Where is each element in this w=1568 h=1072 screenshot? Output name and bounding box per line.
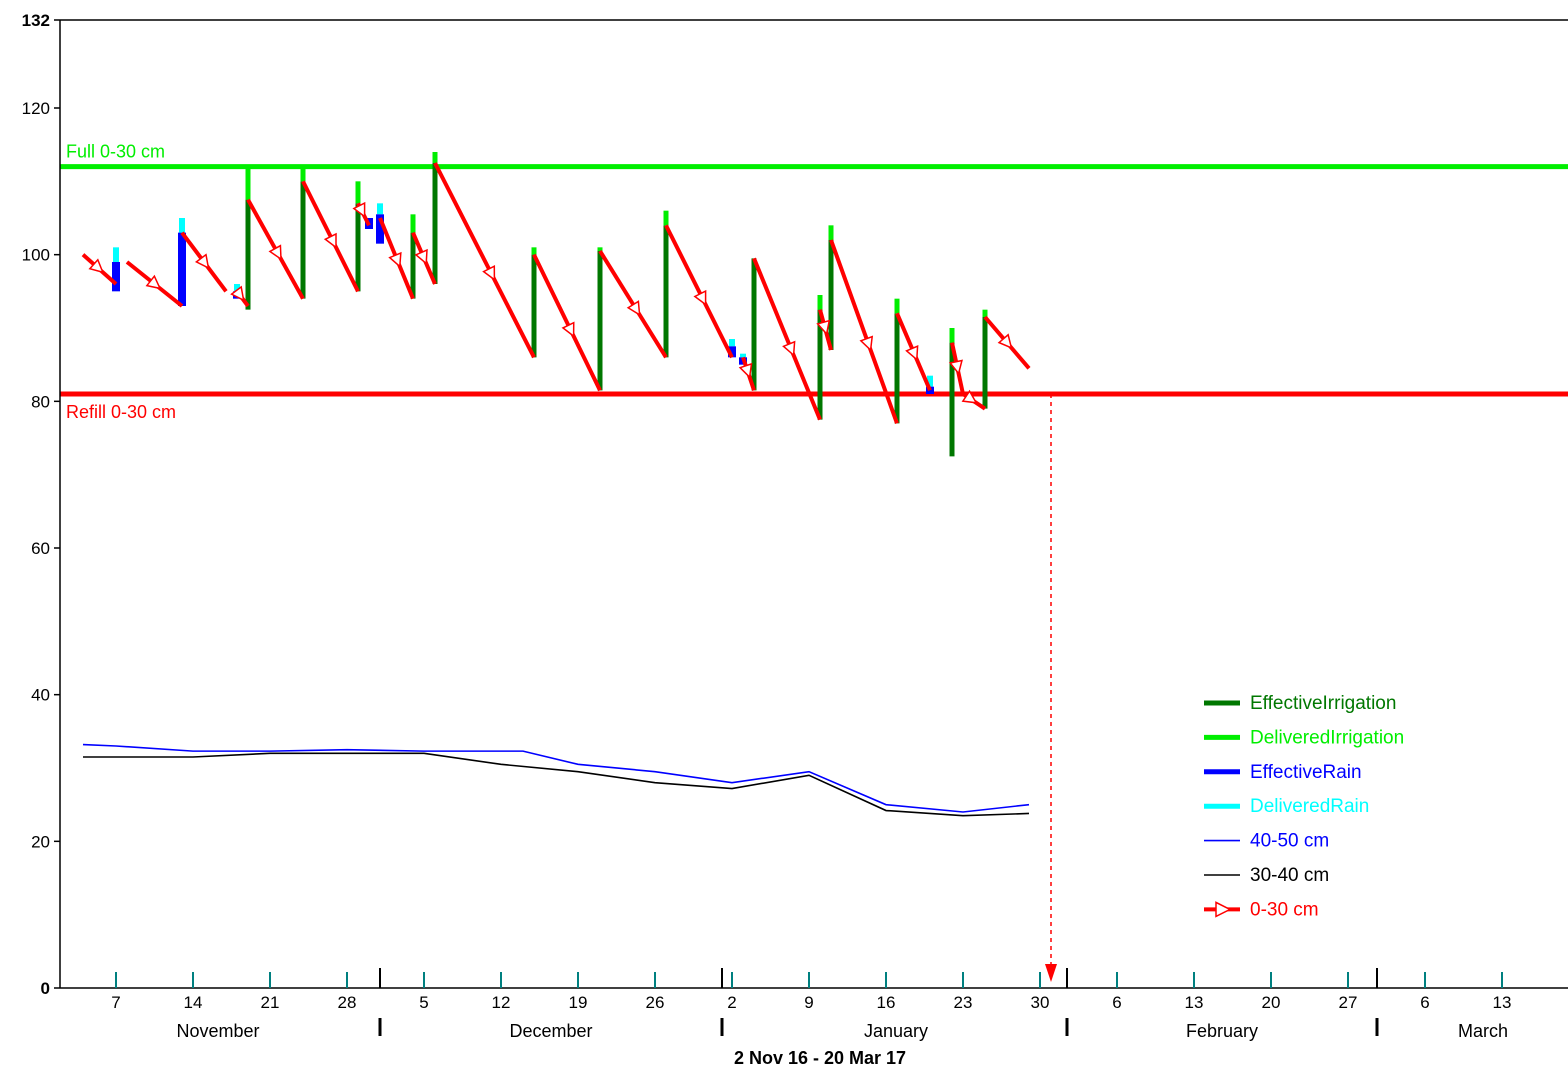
legend-label: EffectiveIrrigation: [1250, 693, 1396, 714]
series-40-50-cm-line: [82, 743, 1030, 813]
x-tick-label: 6: [1112, 993, 1121, 1012]
month-label: February: [1186, 1021, 1258, 1041]
reference-line-label: Refill 0-30 cm: [66, 402, 176, 422]
y-tick-label: 20: [31, 832, 50, 851]
x-tick-label: 21: [261, 993, 280, 1012]
x-tick-label: 30: [1031, 993, 1050, 1012]
series-0-30-cm-segment: [664, 224, 734, 359]
series-0-30-cm-arrow: [388, 251, 402, 268]
x-range-label: 2 Nov 16 - 20 Mar 17: [734, 1048, 906, 1068]
month-label: March: [1458, 1021, 1508, 1041]
x-tick-label: 28: [338, 993, 357, 1012]
series-0-30-cm-arrow: [414, 248, 428, 266]
series-0-30-cm-arrow: [230, 285, 245, 302]
series-0-30-cm-arrow: [352, 201, 366, 219]
x-tick-label: 14: [184, 993, 203, 1012]
x-tick-label: 23: [954, 993, 973, 1012]
month-label: January: [864, 1021, 928, 1041]
series-0-30-cm-arrow: [738, 362, 753, 379]
series-30-40-cm-line: [83, 752, 1030, 817]
rain-bars: [112, 203, 934, 394]
y-tick-label: 40: [31, 686, 50, 705]
x-tick-label: 12: [492, 993, 511, 1012]
legend-label: 40-50 cm: [1250, 831, 1329, 852]
series-0-30-cm-arrow: [145, 274, 162, 290]
legend: EffectiveIrrigation DeliveredIrrigation Ef…: [1204, 693, 1404, 920]
x-tick-label: 6: [1420, 993, 1429, 1012]
y-tick-label: 80: [31, 392, 50, 411]
y-tick-label: 100: [22, 246, 50, 265]
series-0-30-cm-arrow: [905, 344, 919, 362]
series-0-30-cm-arrow: [88, 258, 105, 274]
series-0-30-cm-arrow: [194, 253, 210, 270]
x-tick-label: 7: [111, 993, 120, 1012]
reference-line-label: Full 0-30 cm: [66, 142, 165, 162]
series-0-30-cm-arrow: [816, 319, 831, 336]
x-tick-label: 9: [804, 993, 813, 1012]
legend-label: DeliveredIrrigation: [1250, 727, 1404, 748]
x-tick-label: 5: [419, 993, 428, 1012]
series-0-30-cm-arrow: [482, 264, 496, 282]
legend-label: EffectiveRain: [1250, 762, 1362, 783]
series-0-30-cm-arrow: [997, 333, 1013, 350]
series-0-30-cm-arrow: [693, 289, 707, 307]
month-label: November: [176, 1021, 259, 1041]
series-0-30-cm-arrow: [948, 359, 963, 376]
x-tick-label: 2: [727, 993, 736, 1012]
legend-label: DeliveredRain: [1250, 796, 1369, 817]
series-0-30-cm-segment: [752, 257, 822, 421]
series-0-30-cm-arrow: [782, 340, 796, 357]
legend-arrow-icon: [1215, 901, 1232, 918]
y-tick-label: 120: [22, 99, 50, 118]
y-tick-label: 60: [31, 539, 50, 558]
y-tick-label: 0: [41, 979, 50, 998]
legend-label: 30-40 cm: [1250, 865, 1329, 886]
irrigation-bars: [245, 152, 988, 457]
y-tick-label: 132: [22, 11, 50, 30]
forecast-arrow-icon: [1045, 964, 1057, 982]
x-tick-label: 16: [877, 993, 896, 1012]
legend-label: 0-30 cm: [1250, 899, 1319, 920]
x-tick-label: 27: [1339, 993, 1358, 1012]
x-tick-label: 13: [1493, 993, 1512, 1012]
x-tick-label: 13: [1185, 993, 1204, 1012]
series-0-30-cm-arrow: [268, 244, 282, 261]
reference-lines: Full 0-30 cm Refill 0-30 cm: [60, 142, 1568, 422]
x-tick-label: 26: [646, 993, 665, 1012]
series-0-30-cm-arrow: [323, 232, 337, 249]
series-0-30-cm-segment: [532, 253, 602, 392]
series-0-30-cm-arrow: [561, 321, 575, 338]
topsoil-series: [81, 162, 1031, 425]
x-tick-label: 20: [1262, 993, 1281, 1012]
month-label: December: [509, 1021, 592, 1041]
x-tick-label: 19: [569, 993, 588, 1012]
series-0-30-cm-segment: [829, 239, 899, 425]
deep-layer-lines: [82, 743, 1030, 817]
series-0-30-cm-arrow: [961, 389, 978, 404]
series-0-30-cm-segment: [433, 162, 536, 359]
series-0-30-cm-arrow: [626, 300, 641, 317]
series-0-30-cm-arrow: [859, 335, 874, 352]
forecast-marker: [1045, 394, 1057, 982]
